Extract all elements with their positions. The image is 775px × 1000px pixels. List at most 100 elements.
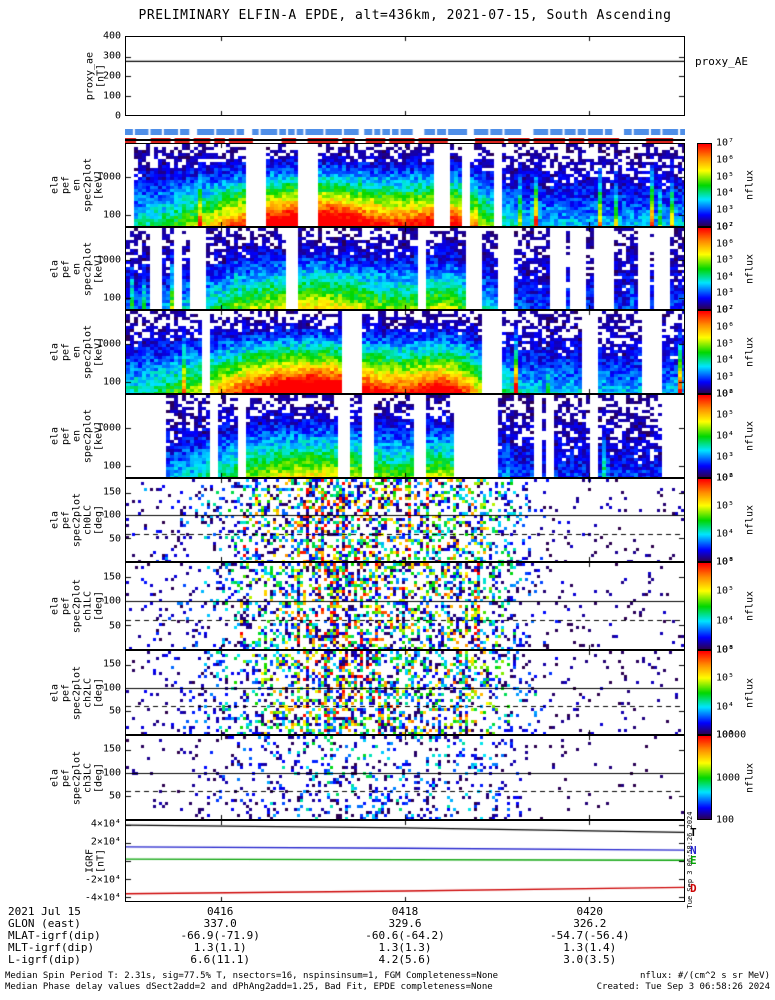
colorbar-tick-0-0: 10⁷ <box>716 137 735 149</box>
availability-bar-bottom <box>125 130 685 145</box>
colorbar-tick-6-0: 10⁶ <box>716 644 735 656</box>
availability-bar-top <box>125 120 685 135</box>
anno-label-1: GLON (east) <box>8 917 81 930</box>
colorbar-tick-4-1: 10⁵ <box>716 500 735 512</box>
pa-spec-ch0-ytick-0: 150 <box>102 486 121 498</box>
en-spec-2-label-1: pef <box>60 259 72 278</box>
spectrogram-panel-en-spec-2 <box>125 227 685 310</box>
colorbar-tick-7-0: 10000 <box>716 729 747 741</box>
igrf-legend-E: E <box>690 854 697 868</box>
spectrogram-canvas-pa-spec-ch1 <box>126 563 684 649</box>
pa-spec-ch0-ytick-1: 100 <box>102 509 121 521</box>
anno-value-4-0: 6.6(11.1) <box>190 953 250 966</box>
colorbar-canvas-5 <box>698 563 711 649</box>
pa-spec-ch0-ytick-2: 50 <box>108 533 121 545</box>
colorbar-tick-7-1: 1000 <box>716 772 741 783</box>
igrf-canvas <box>126 821 684 901</box>
spectrogram-canvas-en-spec-4 <box>126 395 684 477</box>
pa-spec-ch3-label-0: ela <box>49 768 61 787</box>
spectrogram-canvas-en-spec-3 <box>126 311 684 393</box>
colorbar-tick-1-3: 10⁴ <box>716 271 735 283</box>
anno-value-1-0: 337.0 <box>203 917 237 930</box>
anno-label-2: MLAT-igrf(dip) <box>8 929 101 942</box>
proxy-ae-right-label: proxy_AE <box>695 55 748 68</box>
colorbar-tick-2-5: 10² <box>716 388 735 400</box>
anno-label-3: MLT-igrf(dip) <box>8 941 95 954</box>
anno-value-4-2: 3.0(3.5) <box>563 953 617 966</box>
colorbar-7 <box>697 735 712 820</box>
en-spec-1-label-2: en <box>71 178 83 192</box>
en-spec-2-label-0: ela <box>49 259 61 278</box>
colorbar-4 <box>697 478 712 562</box>
anno-value-4-1: 4.2(5.6) <box>378 953 432 966</box>
en-spec-2-ytick-1: 100 <box>102 292 121 304</box>
colorbar-tick-0-2: 10⁵ <box>716 171 735 183</box>
igrf-label-1: [nT] <box>95 848 107 874</box>
en-spec-4-label-3: spec2plot <box>82 408 94 464</box>
en-spec-4-ytick-0: 1000 <box>96 422 121 434</box>
anno-value-1-2: 326.2 <box>573 917 607 930</box>
spectrogram-canvas-en-spec-2 <box>126 228 684 309</box>
colorbar-tick-2-0: 10⁷ <box>716 304 735 316</box>
igrf-ytick-0: 4×10⁴ <box>90 818 121 830</box>
igrf-label-0: IGRF <box>84 848 96 874</box>
proxy-ytick-3: 100 <box>102 90 121 102</box>
en-spec-1-label-3: spec2plot <box>82 157 94 213</box>
en-spec-2-label-4: [keV] <box>93 253 105 284</box>
colorbar-tick-6-3: 10³ <box>716 729 735 741</box>
footer-line-1: Median Spin Period T: 2.31s, sig=77.5% T… <box>5 971 499 981</box>
spectrogram-canvas-pa-spec-ch0 <box>126 479 684 561</box>
colorbar-canvas-1 <box>698 228 711 309</box>
colorbar-tick-1-5: 10² <box>716 304 735 316</box>
pa-spec-ch2-label-4: [deg] <box>93 677 105 708</box>
proxy-ytick-1: 300 <box>102 50 121 62</box>
colorbar-tick-1-0: 10⁷ <box>716 221 735 233</box>
colorbar-nflux-label-5: nflux <box>744 590 756 622</box>
en-spec-2-ytick-0: 1000 <box>96 254 121 266</box>
en-spec-4-label-4: [keV] <box>93 420 105 452</box>
anno-value-0-1: 0418 <box>391 905 419 918</box>
pa-spec-ch0-label-3: ch0LC <box>82 504 94 536</box>
colorbar-nflux-label-3: nflux <box>744 420 756 452</box>
colorbar-tick-2-1: 10⁶ <box>716 321 735 333</box>
pa-spec-ch2-ytick-2: 50 <box>108 705 121 717</box>
spectrogram-panel-pa-spec-ch2 <box>125 650 685 735</box>
colorbar-canvas-4 <box>698 479 711 561</box>
colorbar-5 <box>697 562 712 650</box>
igrf-panel <box>125 820 685 902</box>
colorbar-canvas-3 <box>698 395 711 477</box>
anno-value-3-1: 1.3(1.3) <box>378 941 432 954</box>
en-spec-4-label-0: ela <box>49 426 61 446</box>
pa-spec-ch2-ytick-1: 100 <box>102 682 121 694</box>
pa-spec-ch1-label-3: ch1LC <box>82 590 94 622</box>
igrf-legend-N: N <box>690 843 697 857</box>
spectrogram-panel-pa-spec-ch1 <box>125 562 685 650</box>
spectrogram-canvas-en-spec-1 <box>126 144 684 226</box>
colorbar-nflux-label-0: nflux <box>744 169 756 201</box>
spectrogram-canvas-pa-spec-ch2 <box>126 651 684 734</box>
footer-nflux-units: nflux: #/(cm^2 s sr MeV) <box>639 971 770 981</box>
anno-label-4: L-igrf(dip) <box>8 953 81 966</box>
proxy-label-1: [nT] <box>95 63 107 89</box>
pa-spec-ch0-label-4: [deg] <box>93 504 105 536</box>
colorbar-1 <box>697 227 712 310</box>
plot-title: PRELIMINARY ELFIN-A EPDE, alt=436km, 202… <box>138 8 672 23</box>
anno-value-2-2: -54.7(-56.4) <box>550 929 630 942</box>
colorbar-tick-2-2: 10⁵ <box>716 338 735 350</box>
colorbar-tick-2-4: 10³ <box>716 371 735 383</box>
en-spec-2-label-2: en <box>71 262 83 275</box>
pa-spec-ch2-label-3: ch2LC <box>82 677 94 708</box>
colorbar-tick-0-1: 10⁶ <box>716 154 735 166</box>
colorbar-tick-5-1: 10⁵ <box>716 585 735 597</box>
anno-value-0-0: 0416 <box>206 905 234 918</box>
pa-spec-ch3-label-2: spec2plot <box>71 750 83 805</box>
pa-spec-ch0-label-1: pef <box>60 510 72 530</box>
igrf-legend-D: D <box>690 882 697 896</box>
spectrogram-panel-en-spec-1 <box>125 143 685 227</box>
colorbar-tick-3-2: 10⁴ <box>716 430 735 442</box>
en-spec-1-ytick-1: 100 <box>102 209 121 221</box>
en-spec-3-label-1: pef <box>60 342 72 362</box>
colorbar-tick-4-3: 10³ <box>716 556 735 568</box>
pa-spec-ch1-label-1: pef <box>60 596 72 616</box>
colorbar-tick-5-2: 10⁴ <box>716 615 735 627</box>
